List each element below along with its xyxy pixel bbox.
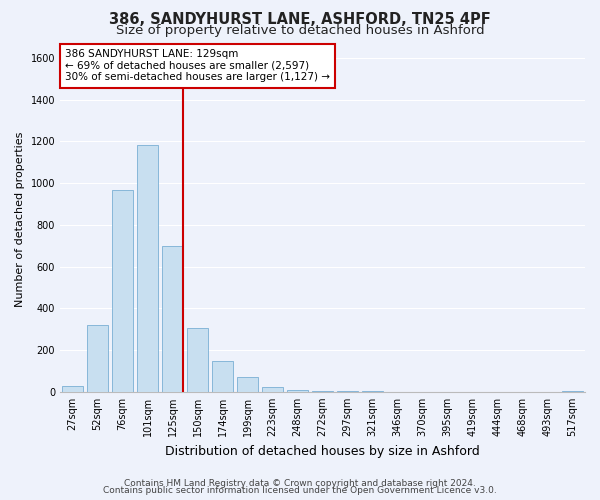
Text: 386, SANDYHURST LANE, ASHFORD, TN25 4PF: 386, SANDYHURST LANE, ASHFORD, TN25 4PF (109, 12, 491, 28)
Text: 386 SANDYHURST LANE: 129sqm
← 69% of detached houses are smaller (2,597)
30% of : 386 SANDYHURST LANE: 129sqm ← 69% of det… (65, 49, 330, 82)
Bar (187, 328, 208, 392)
Bar (137, 144, 158, 392)
Bar (337, 391, 358, 392)
Bar (62, 386, 83, 392)
Bar (162, 246, 183, 392)
Y-axis label: Number of detached properties: Number of detached properties (15, 132, 25, 308)
Bar (87, 325, 108, 392)
Bar (212, 360, 233, 392)
Text: Contains public sector information licensed under the Open Government Licence v3: Contains public sector information licen… (103, 486, 497, 495)
Bar (312, 391, 333, 392)
Text: Size of property relative to detached houses in Ashford: Size of property relative to detached ho… (116, 24, 484, 37)
Bar (287, 390, 308, 392)
Bar (112, 190, 133, 392)
Bar (562, 391, 583, 392)
Bar (262, 386, 283, 392)
Text: Contains HM Land Registry data © Crown copyright and database right 2024.: Contains HM Land Registry data © Crown c… (124, 478, 476, 488)
X-axis label: Distribution of detached houses by size in Ashford: Distribution of detached houses by size … (165, 444, 480, 458)
Bar (237, 377, 258, 392)
